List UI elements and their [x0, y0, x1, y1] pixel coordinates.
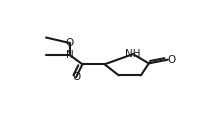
- Text: N: N: [66, 50, 74, 60]
- Text: NH: NH: [125, 49, 141, 59]
- Text: O: O: [66, 38, 74, 48]
- Text: O: O: [72, 72, 80, 82]
- Text: O: O: [168, 55, 176, 65]
